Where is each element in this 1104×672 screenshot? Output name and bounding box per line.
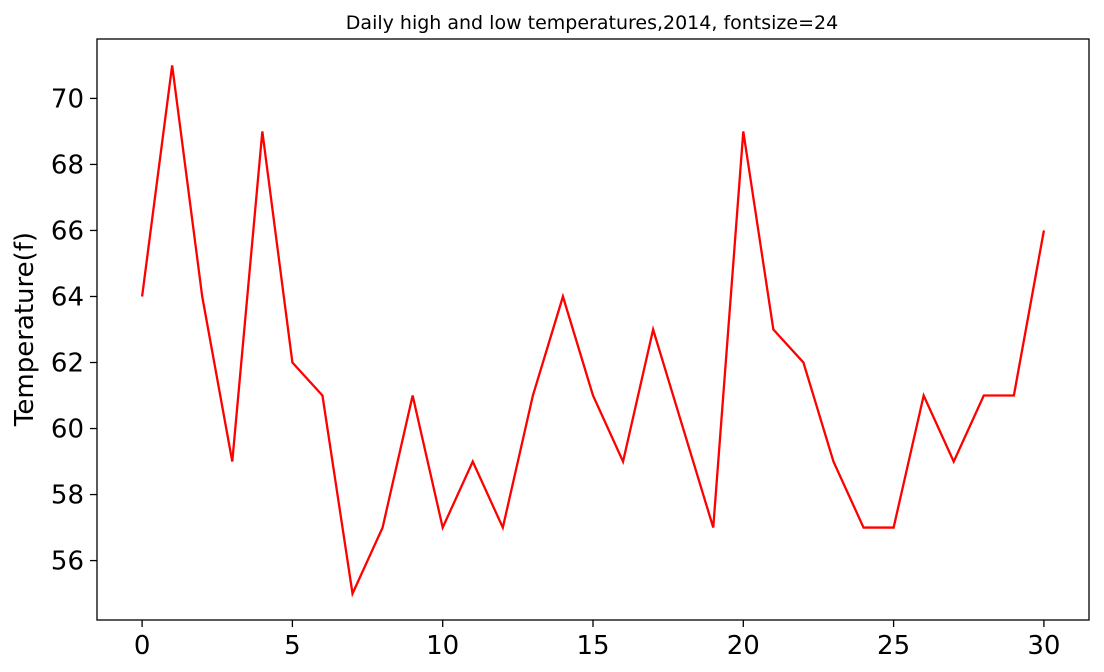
x-tick-label: 30 bbox=[1027, 631, 1060, 661]
chart-title: Daily high and low temperatures,2014, fo… bbox=[346, 12, 838, 34]
y-tick-label: 68 bbox=[51, 150, 84, 180]
x-tick-label: 0 bbox=[134, 631, 151, 661]
y-tick-label: 56 bbox=[51, 547, 84, 577]
x-tick-label: 25 bbox=[877, 631, 910, 661]
series-line-0 bbox=[140, 65, 1046, 598]
plot-area: 0 5 10 15 20 25 30 56 58 60 62 64 66 68 70 bbox=[51, 38, 1090, 661]
x-tick-label: 10 bbox=[426, 631, 459, 661]
y-tick-label: 60 bbox=[51, 415, 84, 445]
y-tick-label: 66 bbox=[51, 216, 84, 246]
y-tick-label: 62 bbox=[51, 349, 84, 379]
y-tick-label: 58 bbox=[51, 481, 84, 511]
y-tick-label: 70 bbox=[51, 84, 84, 114]
x-tick-label: 15 bbox=[576, 631, 609, 661]
x-tick-label: 20 bbox=[727, 631, 760, 661]
x-tick-label: 5 bbox=[284, 631, 301, 661]
y-tick-label: 64 bbox=[51, 282, 84, 312]
y-axis-label: Temperature(f) bbox=[10, 232, 40, 427]
